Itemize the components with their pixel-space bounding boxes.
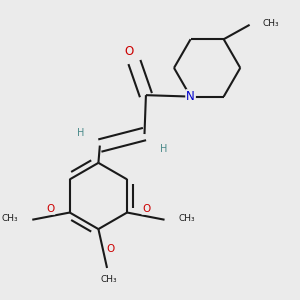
Text: CH₃: CH₃ bbox=[1, 214, 18, 223]
Text: O: O bbox=[124, 45, 133, 58]
Text: CH₃: CH₃ bbox=[100, 275, 117, 284]
Text: O: O bbox=[142, 204, 151, 214]
Text: O: O bbox=[46, 204, 55, 214]
Text: H: H bbox=[77, 128, 85, 138]
Text: N: N bbox=[186, 90, 195, 103]
Text: O: O bbox=[107, 244, 115, 254]
Text: CH₃: CH₃ bbox=[262, 19, 279, 28]
Text: H: H bbox=[160, 144, 167, 154]
Text: CH₃: CH₃ bbox=[179, 214, 196, 223]
